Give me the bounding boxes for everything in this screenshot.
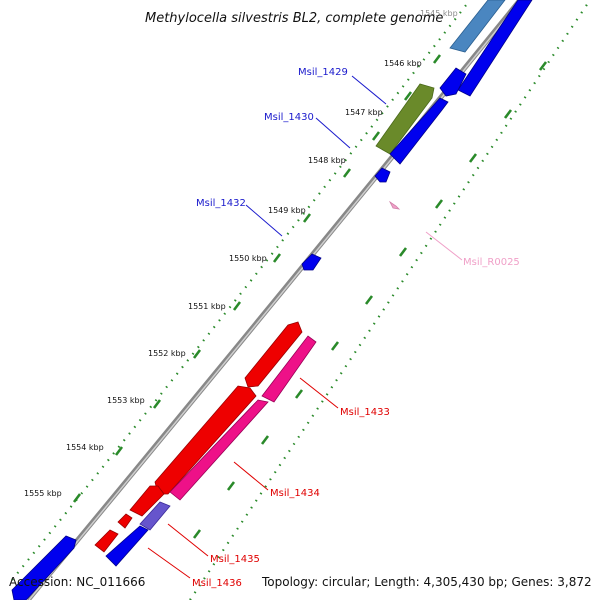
gene-label-msil-1429[interactable]: Msil_1429 <box>298 67 348 78</box>
gene-msil-1433[interactable] <box>261 335 317 403</box>
gene-outer-blue-end[interactable] <box>11 535 77 600</box>
gene-msil-1434-fwd[interactable] <box>154 385 257 495</box>
forward-strand-genes <box>11 0 506 600</box>
gene-label-msil-1436[interactable]: Msil_1436 <box>192 578 242 589</box>
gene-msil-1431[interactable] <box>374 167 391 183</box>
tick-label: 1549 kbp <box>268 206 306 215</box>
gene-msil-1428[interactable] <box>449 0 506 53</box>
gene-labels: Msil_1429 Msil_1430 Msil_1432 Msil_R0025… <box>192 67 520 589</box>
topology-text: Topology: circular; Length: 4,305,430 bp… <box>261 575 592 589</box>
tick-label: 1548 kbp <box>308 156 346 165</box>
gene-label-msil-1434[interactable]: Msil_1434 <box>270 488 320 499</box>
gene-msil-1432[interactable] <box>301 253 322 271</box>
gene-label-msil-1435[interactable]: Msil_1435 <box>210 554 260 565</box>
gene-label-msil-1433[interactable]: Msil_1433 <box>340 407 390 418</box>
tick-labels: 1545 kbp 1546 kbp 1547 kbp 1548 kbp 1549… <box>24 9 458 498</box>
gene-label-msil-1432[interactable]: Msil_1432 <box>196 198 246 209</box>
inner-dotted-track <box>189 0 591 600</box>
tick-label: 1545 kbp <box>420 9 458 18</box>
leader-lines <box>147 75 463 579</box>
gene-msil-1430[interactable] <box>389 97 449 165</box>
inner-tick-marks <box>192 61 548 539</box>
tick-label: 1555 kbp <box>24 489 62 498</box>
genome-title: Methylocella silvestris BL2, complete ge… <box>145 11 443 26</box>
gene-violet[interactable] <box>139 501 171 531</box>
gene-msil-1435[interactable] <box>129 485 165 517</box>
tick-label: 1547 kbp <box>345 108 383 117</box>
gene-label-msil-1430[interactable]: Msil_1430 <box>264 112 314 123</box>
gene-msil-1436[interactable] <box>105 525 149 567</box>
gene-inner-blue-2[interactable] <box>439 67 467 97</box>
rrna-msil-r0025[interactable] <box>388 200 401 210</box>
gene-label-msil-r0025[interactable]: Msil_R0025 <box>463 257 520 268</box>
outer-dotted-track <box>11 0 471 581</box>
tick-label: 1546 kbp <box>384 59 422 68</box>
tick-label: 1553 kbp <box>107 396 145 405</box>
tick-label: 1554 kbp <box>66 443 104 452</box>
gene-small-red-1[interactable] <box>117 513 133 529</box>
tick-label: 1551 kbp <box>188 302 226 311</box>
tick-label: 1552 kbp <box>148 349 186 358</box>
tick-marks <box>72 54 442 503</box>
gene-small-red-2[interactable] <box>94 529 119 553</box>
gene-msil-1429[interactable] <box>375 83 435 155</box>
reverse-strand-genes <box>105 0 533 567</box>
gene-inner-blue-top[interactable] <box>457 0 533 97</box>
accession-text: Accession: NC_011666 <box>9 575 145 589</box>
tick-label: 1550 kbp <box>229 254 267 263</box>
gene-msil-1434[interactable] <box>169 399 269 501</box>
gene-msil-1433-fwd[interactable] <box>244 321 303 388</box>
